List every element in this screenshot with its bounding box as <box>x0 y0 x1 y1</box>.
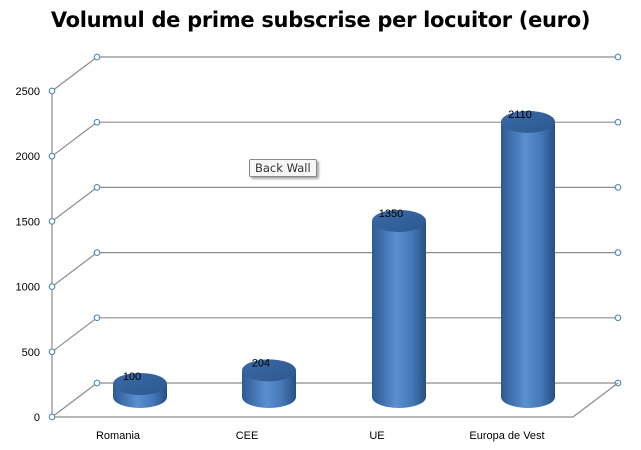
x-tick-labels: Romania CEE UE Europa de Vest <box>96 430 545 442</box>
y-axis-handle[interactable] <box>48 218 56 225</box>
side-wall-gridline <box>51 382 98 418</box>
data-label: 100 <box>123 371 141 383</box>
gridline-handle[interactable] <box>93 249 101 256</box>
y-axis-handle[interactable] <box>48 152 56 160</box>
bar-ue[interactable]: 1350 <box>372 208 426 408</box>
gridline-handle[interactable] <box>93 118 101 126</box>
y-tick-label: 2500 <box>16 86 40 98</box>
y-axis-handle[interactable] <box>48 413 56 421</box>
gridline-handle[interactable] <box>614 53 622 61</box>
gridline-handle[interactable] <box>614 249 622 256</box>
back-wall-tooltip: Back Wall <box>249 159 317 177</box>
cylinder-body <box>372 220 426 408</box>
bar-series[interactable]: 100 204 1350 2110 <box>113 109 555 408</box>
chart-title: Volumul de prime subscrise per locuitor … <box>50 8 591 32</box>
y-axis-handle[interactable] <box>48 87 56 95</box>
bar-europa-de-vest[interactable]: 2110 <box>501 109 555 408</box>
side-wall-gridline <box>51 186 98 222</box>
data-label: 204 <box>252 357 270 369</box>
gridline-handle[interactable] <box>614 118 622 126</box>
gridline-handle[interactable] <box>93 184 101 191</box>
data-label: 2110 <box>508 109 532 121</box>
y-axis-handle[interactable] <box>48 283 56 290</box>
y-tick-label: 500 <box>22 347 40 359</box>
gridline-handle[interactable] <box>614 314 622 322</box>
bar-cee[interactable]: 204 <box>242 357 296 408</box>
x-tick-label: Romania <box>96 430 141 442</box>
gridline-handle[interactable] <box>614 184 622 191</box>
cylinder-top <box>113 372 167 395</box>
gridline-handle[interactable] <box>93 53 101 61</box>
y-tick-labels: 0 500 1000 1500 2000 2500 <box>16 86 40 424</box>
x-tick-label: UE <box>369 430 384 442</box>
cylinder-top <box>242 359 296 382</box>
side-wall-gridline <box>51 56 98 92</box>
data-label: 1350 <box>379 208 403 220</box>
gridline-handle[interactable] <box>93 379 101 387</box>
cylinder-top <box>501 110 555 133</box>
side-wall-gridline <box>51 252 98 288</box>
side-wall-gridline <box>51 121 98 157</box>
x-tick-label: Europa de Vest <box>469 430 544 442</box>
floor-right-edge <box>572 382 619 418</box>
y-tick-label: 1500 <box>16 216 40 228</box>
y-axis-handle[interactable] <box>48 348 56 356</box>
y-tick-label: 2000 <box>16 151 40 163</box>
gridline-handle[interactable] <box>93 314 101 322</box>
x-tick-label: CEE <box>236 430 259 442</box>
y-tick-label: 1000 <box>16 282 40 294</box>
cylinder-top <box>372 209 426 232</box>
y-tick-label: 0 <box>34 412 40 424</box>
y-axis <box>48 87 56 421</box>
side-wall-gridline <box>51 317 98 353</box>
cylinder-body <box>501 121 555 408</box>
bar-romania[interactable]: 100 <box>113 371 167 408</box>
